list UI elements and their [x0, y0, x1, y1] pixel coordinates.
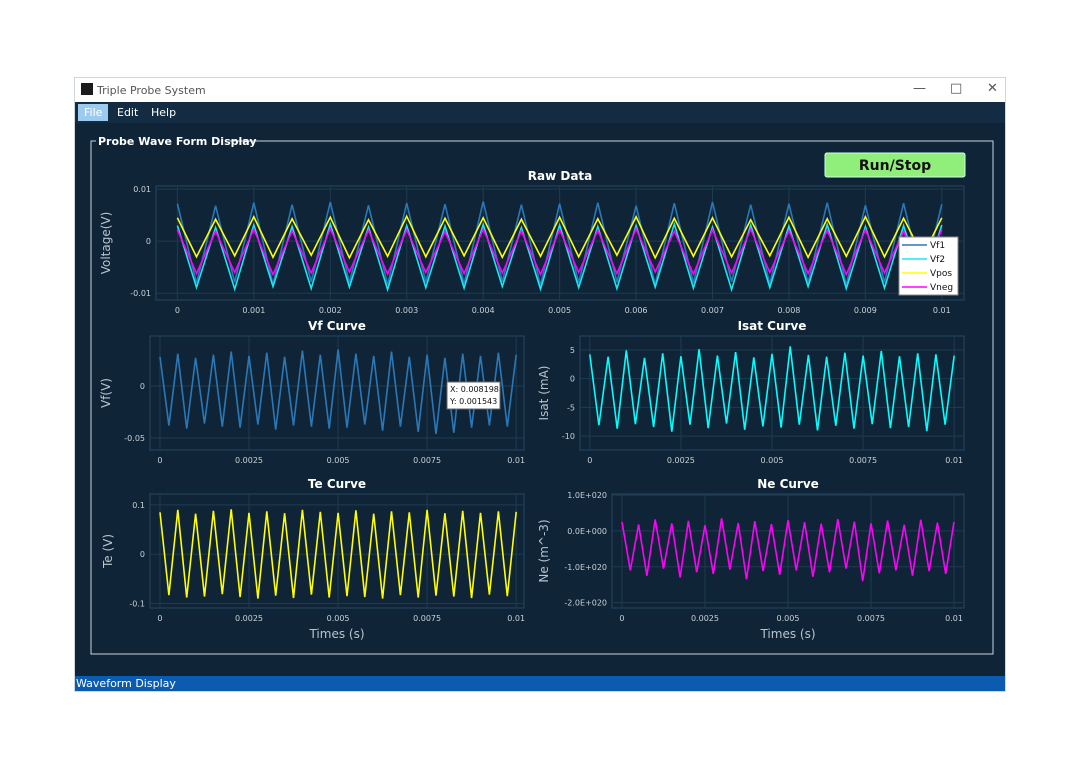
chart-title: Ne Curve	[757, 477, 819, 491]
legend-label: Vf2	[930, 255, 945, 265]
x-tick-label: 0.009	[854, 306, 877, 315]
tooltip-text: X: 0.008198	[450, 385, 499, 394]
x-tick-label: 0	[157, 456, 162, 465]
legend-label: Vpos	[930, 269, 952, 279]
x-tick-label: 0.003	[395, 306, 418, 315]
data-line	[176, 214, 943, 260]
x-tick-label: 0.005	[777, 614, 800, 623]
run-stop-button[interactable]	[824, 152, 966, 178]
x-axis-label: Times (s)	[759, 627, 815, 641]
legend-label: Vneg	[930, 283, 953, 293]
y-tick-label: -5	[567, 403, 575, 412]
x-tick-label: 0.008	[777, 306, 800, 315]
y-axis-label: Vf(V)	[99, 378, 113, 408]
title-bar: Triple Probe System — □ ✕	[75, 78, 1005, 102]
plot-frame	[149, 493, 525, 609]
group-title-bg	[96, 134, 230, 148]
status-bar: Waveform Display	[75, 676, 1005, 691]
data-line	[589, 346, 955, 432]
x-tick-label: 0	[175, 306, 180, 315]
y-tick-label: 0.01	[133, 185, 151, 194]
legend-label: Vf1	[930, 241, 945, 251]
menu-item[interactable]: File	[78, 104, 109, 121]
maximize-button[interactable]: □	[950, 81, 963, 96]
chart-title: Vf Curve	[308, 319, 366, 333]
data-line	[159, 509, 517, 599]
x-tick-label: 0.0025	[691, 614, 719, 623]
group-box	[90, 140, 994, 655]
minimize-button[interactable]: —	[913, 81, 926, 96]
app-icon	[81, 83, 93, 95]
x-tick-label: 0.007	[701, 306, 724, 315]
x-tick-label: 0.0025	[667, 456, 695, 465]
x-tick-label: 0.01	[945, 456, 963, 465]
x-tick-label: 0	[587, 456, 592, 465]
x-tick-label: 0	[619, 614, 624, 623]
x-tick-label: 0.0025	[235, 614, 263, 623]
x-tick-label: 0.0025	[235, 456, 263, 465]
chart-title: Te Curve	[308, 477, 366, 491]
y-tick-label: 5	[570, 346, 575, 355]
y-tick-label: 0	[146, 237, 151, 246]
chart-title: Raw Data	[528, 169, 593, 183]
y-axis-label: Ne (m^-3)	[537, 519, 551, 582]
x-tick-label: 0.0075	[849, 456, 877, 465]
tooltip-text: Y: 0.001543	[449, 397, 497, 406]
x-tick-label: 0.0075	[413, 614, 441, 623]
y-tick-label: 0.0E+000	[567, 527, 607, 536]
status-text: Waveform Display	[76, 677, 176, 690]
run-stop-label[interactable]: Run/Stop	[859, 158, 931, 174]
x-tick-label: 0.0075	[413, 456, 441, 465]
tooltip-box	[446, 381, 501, 410]
x-tick-label: 0.001	[242, 306, 265, 315]
group-title: Probe Wave Form Display	[98, 135, 257, 148]
x-tick-label: 0.01	[507, 614, 525, 623]
x-tick-label: 0.006	[625, 306, 648, 315]
data-line	[176, 221, 943, 293]
y-tick-label: 0.1	[132, 501, 145, 510]
menu-bar: File Edit Help	[75, 102, 1005, 123]
y-axis-label: Te (V)	[101, 534, 115, 569]
y-tick-label: -0.01	[130, 289, 151, 298]
menu-item[interactable]: Help	[151, 106, 177, 119]
y-tick-label: 0	[140, 382, 145, 391]
y-tick-label: -0.05	[124, 434, 145, 443]
y-axis-label: Voltage(V)	[99, 212, 113, 275]
x-tick-label: 0	[157, 614, 162, 623]
x-tick-label: 0.004	[472, 306, 495, 315]
data-line	[176, 201, 943, 286]
x-tick-label: 0.005	[327, 614, 350, 623]
x-tick-label: 0.01	[945, 614, 963, 623]
y-tick-label: 0	[140, 550, 145, 559]
menu-item[interactable]: Edit	[117, 106, 139, 119]
y-tick-label: -0.1	[129, 600, 145, 609]
y-tick-label: -10	[562, 432, 575, 441]
y-tick-label: -2.0E+020	[564, 599, 607, 608]
legend-box	[898, 236, 959, 296]
window-title: Triple Probe System	[97, 84, 206, 97]
data-line	[621, 518, 955, 582]
x-tick-label: 0.01	[507, 456, 525, 465]
x-tick-label: 0.01	[933, 306, 951, 315]
y-tick-label: -1.0E+020	[564, 563, 607, 572]
x-axis-label: Times (s)	[308, 627, 364, 641]
x-tick-label: 0.002	[319, 306, 342, 315]
chart-title: Isat Curve	[738, 319, 807, 333]
y-tick-label: 0	[570, 375, 575, 384]
y-tick-label: 1.0E+020	[567, 491, 607, 500]
y-axis-label: Isat (mA)	[537, 366, 551, 421]
x-tick-label: 0.005	[327, 456, 350, 465]
x-tick-label: 0.0075	[857, 614, 885, 623]
x-tick-label: 0.005	[761, 456, 784, 465]
data-line	[176, 226, 943, 277]
x-tick-label: 0.005	[548, 306, 571, 315]
close-button[interactable]: ✕	[987, 81, 998, 96]
